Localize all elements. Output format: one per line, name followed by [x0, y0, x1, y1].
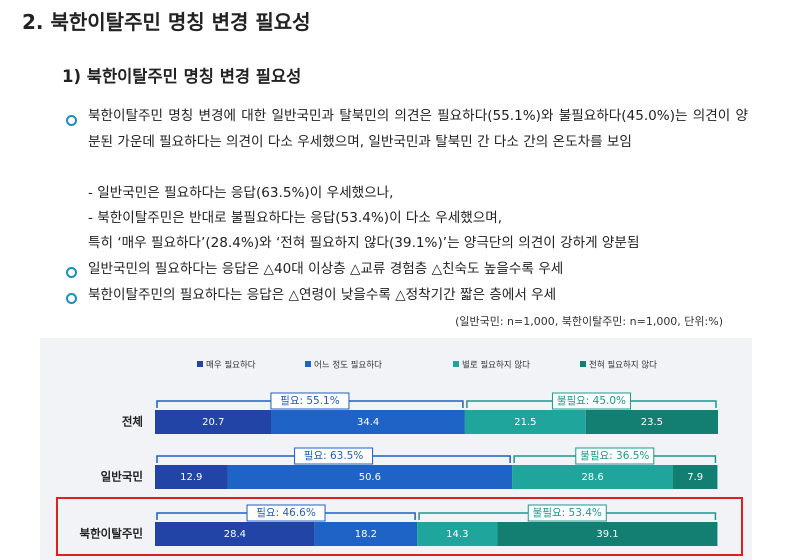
- bar-segment: [417, 522, 498, 546]
- section-title: 2. 북한이탈주민 명칭 변경 필요성: [22, 10, 311, 34]
- group-label: 불필요: 45.0%: [557, 395, 626, 407]
- group-label-box: [246, 504, 326, 522]
- subsection-title: 1) 북한이탈주민 명칭 변경 필요성: [62, 67, 302, 86]
- bar-value-label: 12.9: [180, 472, 202, 483]
- bar-value-label: 34.4: [357, 417, 379, 428]
- bar-segment: [155, 522, 315, 546]
- bar-segment: [464, 410, 586, 434]
- bar-value-label: 23.5: [641, 417, 663, 428]
- bar-segment: [227, 465, 513, 489]
- highlight-box: [56, 497, 743, 556]
- group-label-box: [270, 392, 350, 410]
- group-label: 필요: 63.5%: [304, 450, 364, 462]
- legend-label: 별로 필요하지 않다: [462, 360, 530, 371]
- legend-swatch: [197, 361, 203, 367]
- bullet-icon: [66, 267, 77, 278]
- sub-item: - 북한이탈주민은 반대로 불필요하다는 응답(53.4%)이 다소 우세했으며…: [88, 210, 503, 226]
- bar-segment: [155, 410, 272, 434]
- bullet-text: 일반국민의 필요하다는 응답은 △40대 이상층 △교류 경험층 △친숙도 높을…: [88, 261, 564, 277]
- group-label: 불필요: 36.5%: [580, 450, 649, 462]
- legend-label: 매우 필요하다: [206, 360, 256, 371]
- legend-swatch: [453, 361, 459, 367]
- bar-segment: [585, 410, 718, 434]
- bar-value-label: 28.6: [581, 472, 603, 483]
- bar-value-label: 39.1: [596, 529, 618, 540]
- bar-segment: [155, 465, 228, 489]
- sub-item: 특히 ‘매우 필요하다’(28.4%)와 ‘전혀 필요하지 않다(39.1%)’…: [88, 235, 640, 251]
- bar-value-label: 21.5: [514, 417, 536, 428]
- bullet-text: 북한이탈주민 명칭 변경에 대한 일반국민과 탈북민의 의견은 필요하다(55.…: [88, 108, 748, 150]
- bar-value-label: 14.3: [446, 529, 468, 540]
- legend-swatch: [305, 361, 311, 367]
- bar-value-label: 50.6: [359, 472, 381, 483]
- bullet-icon: [66, 115, 77, 126]
- legend-swatch: [580, 361, 586, 367]
- group-label-box: [294, 447, 374, 465]
- bar-value-label: 28.4: [224, 529, 246, 540]
- bullet-icon: [66, 293, 77, 304]
- bar-segment: [673, 465, 718, 489]
- group-label: 필요: 46.6%: [256, 507, 316, 519]
- category-label: 전체: [122, 415, 143, 429]
- group-label: 불필요: 53.4%: [533, 507, 602, 519]
- sub-item: - 일반국민은 필요하다는 응답(63.5%)이 우세했으나,: [88, 185, 394, 201]
- bar-value-label: 20.7: [202, 417, 224, 428]
- bar-segment: [314, 522, 418, 546]
- bullet-text: 북한이탈주민의 필요하다는 응답은 △연령이 낮을수록 △정착기간 짧은 층에서…: [88, 287, 557, 303]
- category-label: 북한이탈주민: [80, 527, 143, 541]
- bar-value-label: 7.9: [687, 472, 703, 483]
- note: (일반국민: n=1,000, 북한이탈주민: n=1,000, 단위:%): [455, 315, 723, 328]
- category-label: 일반국민: [101, 470, 143, 484]
- bar-segment: [497, 522, 718, 546]
- group-label-box: [575, 447, 655, 465]
- bar-value-label: 18.2: [355, 529, 377, 540]
- group-label: 필요: 55.1%: [280, 395, 340, 407]
- group-label-box: [551, 392, 631, 410]
- bar-segment: [512, 465, 674, 489]
- bar-segment: [271, 410, 465, 434]
- legend-label: 어느 정도 필요하다: [314, 360, 382, 371]
- legend-label: 전혀 필요하지 않다: [589, 360, 657, 371]
- group-label-box: [527, 504, 607, 522]
